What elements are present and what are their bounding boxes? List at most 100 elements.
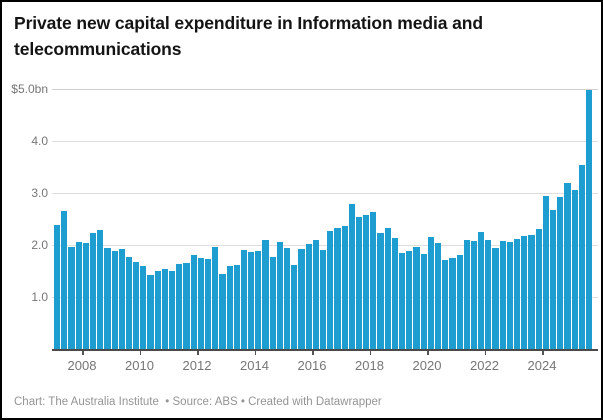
bar-2020-Q2[interactable] (434, 242, 442, 349)
x-axis-tick (484, 351, 486, 355)
x-axis-tick-label: 2022 (470, 358, 499, 373)
bar-2024-Q1[interactable] (542, 195, 549, 349)
bar-series (54, 89, 593, 349)
bar-2013-Q1[interactable] (226, 265, 233, 349)
bar-2007-Q3[interactable] (68, 247, 75, 349)
bar-2023-Q1[interactable] (514, 238, 521, 349)
bar-2017-Q4[interactable] (363, 215, 370, 349)
bar-2021-Q2[interactable] (463, 239, 470, 349)
y-axis-tick-label: 4.0 (31, 134, 48, 148)
bar-2016-Q4[interactable] (334, 227, 341, 349)
bar-2022-Q1[interactable] (485, 239, 492, 349)
bar-2010-Q3[interactable] (154, 270, 161, 349)
bar-2009-Q2[interactable] (118, 249, 125, 349)
bar-2013-Q4[interactable] (248, 251, 255, 349)
bar-2022-Q2[interactable] (492, 248, 499, 349)
bar-2016-Q3[interactable] (327, 231, 334, 349)
bar-2021-Q4[interactable] (478, 232, 485, 349)
bar-2011-Q2[interactable] (176, 264, 183, 349)
x-axis-tick (197, 351, 199, 355)
bar-2011-Q3[interactable] (183, 263, 190, 349)
bar-2019-Q4[interactable] (420, 254, 427, 349)
bar-2012-Q4[interactable] (219, 273, 226, 349)
bar-2008-Q1[interactable] (82, 242, 89, 349)
bar-2020-Q4[interactable] (449, 257, 456, 349)
bar-2025-Q1[interactable] (571, 189, 578, 349)
bar-2015-Q2[interactable] (291, 264, 298, 349)
y-axis-tick-label: 2.0 (31, 238, 48, 252)
bar-2020-Q3[interactable] (442, 259, 449, 349)
bar-2014-Q4[interactable] (276, 242, 283, 349)
bar-2023-Q4[interactable] (535, 228, 542, 349)
x-axis-tick-label: 2016 (297, 358, 327, 373)
bar-2013-Q2[interactable] (233, 265, 240, 349)
bar-2011-Q4[interactable] (190, 254, 197, 349)
bar-2015-Q3[interactable] (298, 249, 305, 349)
bar-2017-Q1[interactable] (341, 226, 348, 349)
bar-2009-Q3[interactable] (125, 257, 133, 349)
bar-2024-Q3[interactable] (557, 197, 564, 349)
bar-2011-Q1[interactable] (169, 270, 176, 349)
bar-2014-Q1[interactable] (255, 251, 262, 349)
bar-2016-Q2[interactable] (319, 249, 327, 349)
x-axis-tick (542, 351, 544, 355)
bar-2018-Q2[interactable] (377, 233, 384, 349)
x-axis-tick (427, 351, 429, 355)
bar-2014-Q2[interactable] (262, 240, 269, 349)
bar-2008-Q4[interactable] (104, 248, 111, 349)
x-axis-tick-label: 2024 (527, 358, 557, 373)
bar-2013-Q3[interactable] (240, 250, 248, 349)
x-axis-tick (312, 351, 314, 355)
x-axis-baseline (52, 349, 598, 351)
bar-2025-Q2[interactable] (578, 165, 585, 349)
y-axis-tick-label: 1.0 (31, 290, 48, 304)
bar-2008-Q2[interactable] (89, 232, 97, 349)
bar-2015-Q4[interactable] (305, 244, 312, 349)
gridline (52, 141, 598, 142)
bar-2018-Q3[interactable] (384, 227, 391, 349)
bar-2023-Q2[interactable] (521, 235, 528, 349)
bar-2022-Q4[interactable] (506, 242, 513, 349)
y-axis-tick-label: 3.0 (31, 186, 48, 200)
bar-2012-Q1[interactable] (197, 257, 204, 349)
bar-2020-Q1[interactable] (427, 237, 434, 349)
bar-2021-Q1[interactable] (456, 255, 463, 349)
bar-2018-Q4[interactable] (391, 237, 398, 349)
bar-2017-Q2[interactable] (348, 204, 355, 349)
x-axis-tick-label: 2010 (125, 358, 154, 373)
bar-2010-Q1[interactable] (140, 265, 147, 349)
bar-2024-Q2[interactable] (549, 210, 557, 349)
bar-2009-Q4[interactable] (133, 262, 140, 349)
bar-2007-Q4[interactable] (75, 241, 82, 349)
x-axis-tick (254, 351, 256, 355)
bar-2017-Q3[interactable] (355, 216, 363, 349)
bar-2019-Q3[interactable] (413, 246, 420, 349)
bar-2010-Q2[interactable] (147, 275, 154, 349)
bar-2023-Q3[interactable] (528, 234, 535, 349)
x-axis-tick (139, 351, 141, 355)
bar-2010-Q4[interactable] (161, 269, 168, 349)
bar-2014-Q3[interactable] (269, 257, 276, 349)
bar-2016-Q1[interactable] (312, 239, 319, 349)
bar-2007-Q1[interactable] (54, 225, 61, 349)
bar-2012-Q3[interactable] (212, 246, 219, 349)
x-axis-tick (82, 351, 84, 355)
y-axis-tick-label: $5.0bn (11, 82, 48, 96)
footer-attribution: Chart: The Australia Institute • Source:… (14, 396, 382, 408)
bar-2007-Q2[interactable] (61, 211, 68, 349)
bar-2012-Q2[interactable] (204, 258, 212, 349)
bar-2019-Q2[interactable] (406, 251, 413, 349)
bar-2019-Q1[interactable] (399, 252, 406, 349)
bar-2021-Q3[interactable] (470, 240, 478, 349)
bar-2009-Q1[interactable] (111, 251, 118, 349)
bar-2025-Q3[interactable] (585, 90, 593, 349)
gridline (52, 245, 598, 246)
bar-2015-Q1[interactable] (284, 248, 291, 349)
x-axis-tick-label: 2020 (412, 358, 442, 373)
bar-2024-Q4[interactable] (564, 183, 571, 349)
bar-2008-Q3[interactable] (97, 230, 104, 349)
bar-2018-Q1[interactable] (370, 212, 377, 349)
x-axis-tick-label: 2012 (182, 358, 212, 373)
bar-2022-Q3[interactable] (499, 240, 506, 349)
